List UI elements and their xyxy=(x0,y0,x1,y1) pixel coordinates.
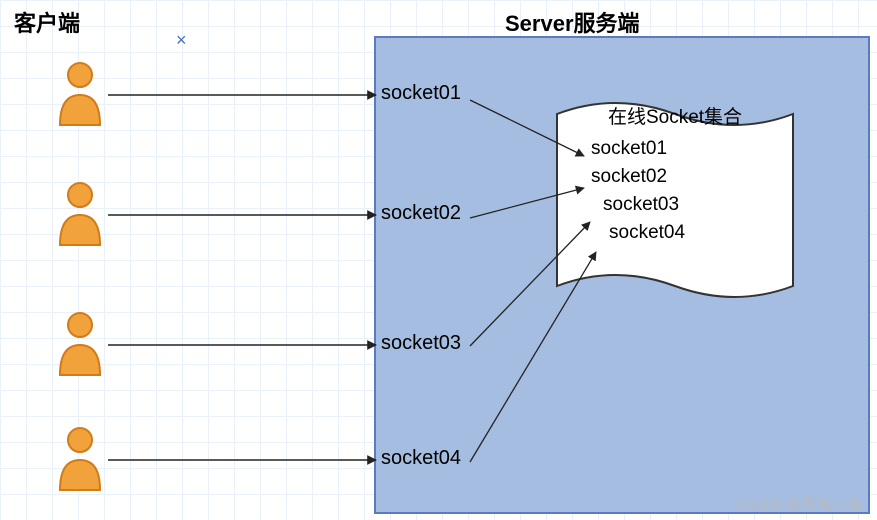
socket-label-1: socket01 xyxy=(381,82,461,105)
close-x-mark: × xyxy=(176,30,187,51)
watermark: CSDN @青城小虫 xyxy=(736,493,863,514)
client-person-2 xyxy=(55,180,105,250)
client-person-1 xyxy=(55,60,105,130)
store-title: 在线Socket集合 xyxy=(555,102,795,129)
store-item-2: socket02 xyxy=(591,163,795,191)
client-header: 客户端 xyxy=(14,6,80,38)
store-item-1: socket01 xyxy=(591,135,795,163)
socket-store: 在线Socket集合 socket01socket02socket03socke… xyxy=(555,90,795,310)
client-person-3 xyxy=(55,310,105,380)
store-item-3: socket03 xyxy=(603,191,795,219)
socket-label-2: socket02 xyxy=(381,202,461,225)
socket-label-3: socket03 xyxy=(381,332,461,355)
client-person-4 xyxy=(55,425,105,495)
socket-label-4: socket04 xyxy=(381,447,461,470)
store-item-4: socket04 xyxy=(609,219,795,247)
server-header: Server服务端 xyxy=(505,6,640,38)
